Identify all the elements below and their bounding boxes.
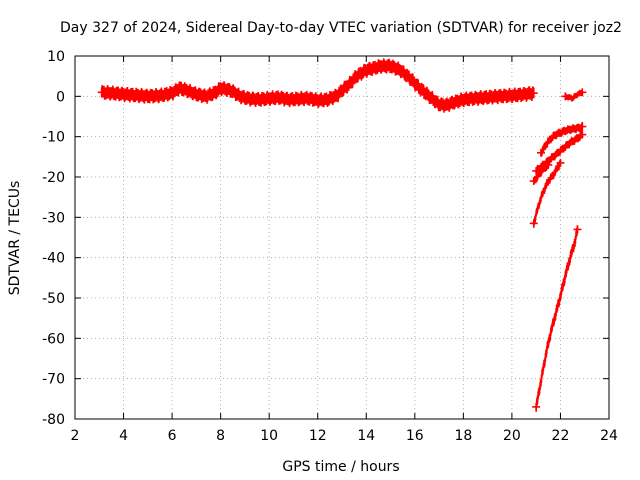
y-tick-label: 10	[47, 49, 65, 65]
series-arc-upper	[537, 121, 587, 157]
series-arc-lower	[529, 160, 553, 186]
y-tick-label: -40	[42, 251, 65, 267]
grid-lines	[75, 56, 609, 419]
x-tick-label: 8	[216, 428, 225, 444]
x-tick-label: 24	[600, 428, 618, 444]
y-tick-label: 0	[56, 89, 65, 105]
y-tick-label: -20	[42, 170, 65, 186]
axis-ticks: 2 4 6 8 10 12 14 16 18 20 22 24100-10-20-30-40-50-6…	[42, 49, 618, 444]
y-tick-label: -30	[42, 210, 65, 226]
x-tick-label: 14	[357, 428, 375, 444]
series-steep-long	[532, 225, 582, 412]
series-trace-22-23	[561, 88, 587, 102]
y-axis-label: SDTVAR / TECUs	[7, 181, 23, 296]
series-main-trace	[97, 58, 538, 113]
x-tick-label: 2	[71, 428, 80, 444]
x-tick-label: 10	[260, 428, 278, 444]
y-tick-label: -10	[42, 130, 65, 146]
y-tick-label: -60	[42, 331, 65, 347]
x-tick-label: 16	[406, 428, 424, 444]
series-arc-middle	[532, 130, 587, 175]
x-tick-label: 22	[552, 428, 570, 444]
y-tick-label: -50	[42, 291, 65, 307]
y-tick-label: -80	[42, 412, 65, 428]
x-tick-label: 20	[503, 428, 521, 444]
x-tick-label: 12	[309, 428, 327, 444]
plot-frame	[74, 55, 610, 420]
series-steep-mid	[529, 158, 565, 228]
data-series	[97, 58, 587, 412]
x-tick-label: 4	[119, 428, 128, 444]
x-axis-label: GPS time / hours	[282, 459, 399, 475]
x-tick-label: 18	[454, 428, 472, 444]
x-tick-label: 6	[168, 428, 177, 444]
y-tick-label: -70	[42, 372, 65, 388]
chart-title: Day 327 of 2024, Sidereal Day-to-day VTE…	[60, 20, 622, 36]
